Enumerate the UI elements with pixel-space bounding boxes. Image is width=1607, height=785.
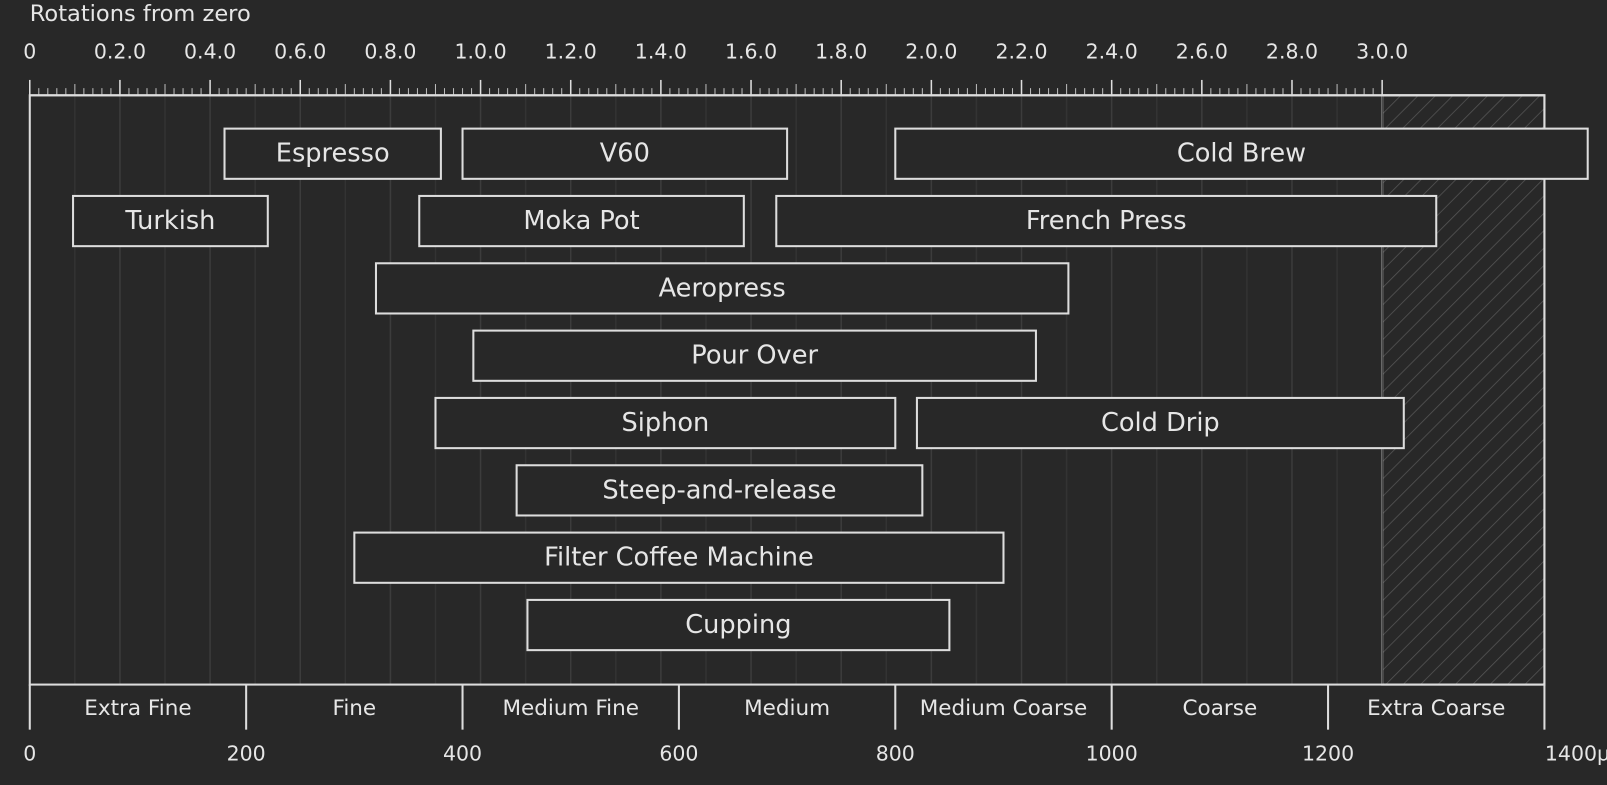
method-label: French Press	[1026, 206, 1187, 236]
method-range	[434, 396, 897, 450]
grind-category: Medium Coarse	[920, 696, 1088, 721]
method-range	[915, 396, 1405, 450]
top-tick-label: 3.0.0	[1356, 39, 1408, 63]
bottom-tick-label: 1000	[1086, 741, 1138, 765]
method-range	[472, 329, 1037, 382]
top-tick-label: 2.4.0	[1086, 39, 1138, 63]
bottom-tick-label: 400	[443, 741, 482, 765]
method-range	[418, 194, 745, 248]
grind-category: Extra Coarse	[1367, 696, 1505, 721]
top-tick-label: 2.6.0	[1176, 39, 1228, 63]
top-tick-label: 1.0.0	[455, 39, 507, 63]
bottom-tick-label: 1400µm	[1545, 741, 1607, 765]
out-of-range-region	[1381, 94, 1546, 686]
method-range	[223, 127, 442, 180]
bottom-tick-label: 1200	[1302, 741, 1354, 765]
method-range	[515, 464, 924, 517]
method-label: Aeropress	[659, 273, 786, 303]
top-tick-label: 1.2.0	[545, 39, 597, 63]
top-tick-label: 0.2.0	[94, 39, 146, 63]
method-range	[353, 531, 1005, 584]
grind-category: Extra Fine	[84, 696, 191, 721]
grind-category: Medium	[744, 696, 830, 721]
top-tick-label: 0	[23, 39, 36, 63]
method-label: Moka Pot	[523, 206, 639, 236]
method-label: Cupping	[685, 610, 791, 640]
method-range	[894, 127, 1589, 180]
top-tick-label: 2.0.0	[905, 39, 957, 63]
method-label: V60	[600, 139, 650, 169]
method-label: Cold Brew	[1177, 139, 1306, 169]
method-label: Siphon	[622, 408, 710, 438]
top-axis-title: Rotations from zero	[30, 1, 251, 27]
top-tick-label: 2.2.0	[995, 39, 1047, 63]
top-tick-label: 1.4.0	[635, 39, 687, 63]
top-tick-label: 1.8.0	[815, 39, 867, 63]
method-label: Espresso	[276, 139, 390, 169]
method-range	[775, 194, 1438, 248]
method-range	[461, 127, 789, 180]
plot-frame	[28, 94, 1546, 686]
grind-category: Coarse	[1183, 696, 1258, 721]
method-label: Filter Coffee Machine	[544, 543, 814, 573]
bottom-tick-label: 800	[876, 741, 915, 765]
top-tick-label: 0.6.0	[274, 39, 326, 63]
method-label: Turkish	[124, 206, 215, 236]
grind-category: Medium Fine	[502, 696, 639, 721]
method-range	[374, 262, 1070, 315]
method-label: Steep-and-release	[602, 475, 836, 505]
method-range	[526, 598, 951, 652]
top-tick-label: 1.6.0	[725, 39, 777, 63]
bottom-tick-label: 600	[659, 741, 698, 765]
bottom-tick-label: 0	[23, 741, 36, 765]
method-range	[72, 194, 269, 248]
top-tick-label: 2.8.0	[1266, 39, 1318, 63]
grind-category: Fine	[333, 696, 377, 721]
bottom-tick-label: 200	[227, 741, 266, 765]
method-label: Cold Drip	[1101, 408, 1220, 438]
top-tick-label: 0.8.0	[364, 39, 416, 63]
method-label: Pour Over	[691, 341, 818, 371]
top-tick-label: 0.4.0	[184, 39, 236, 63]
